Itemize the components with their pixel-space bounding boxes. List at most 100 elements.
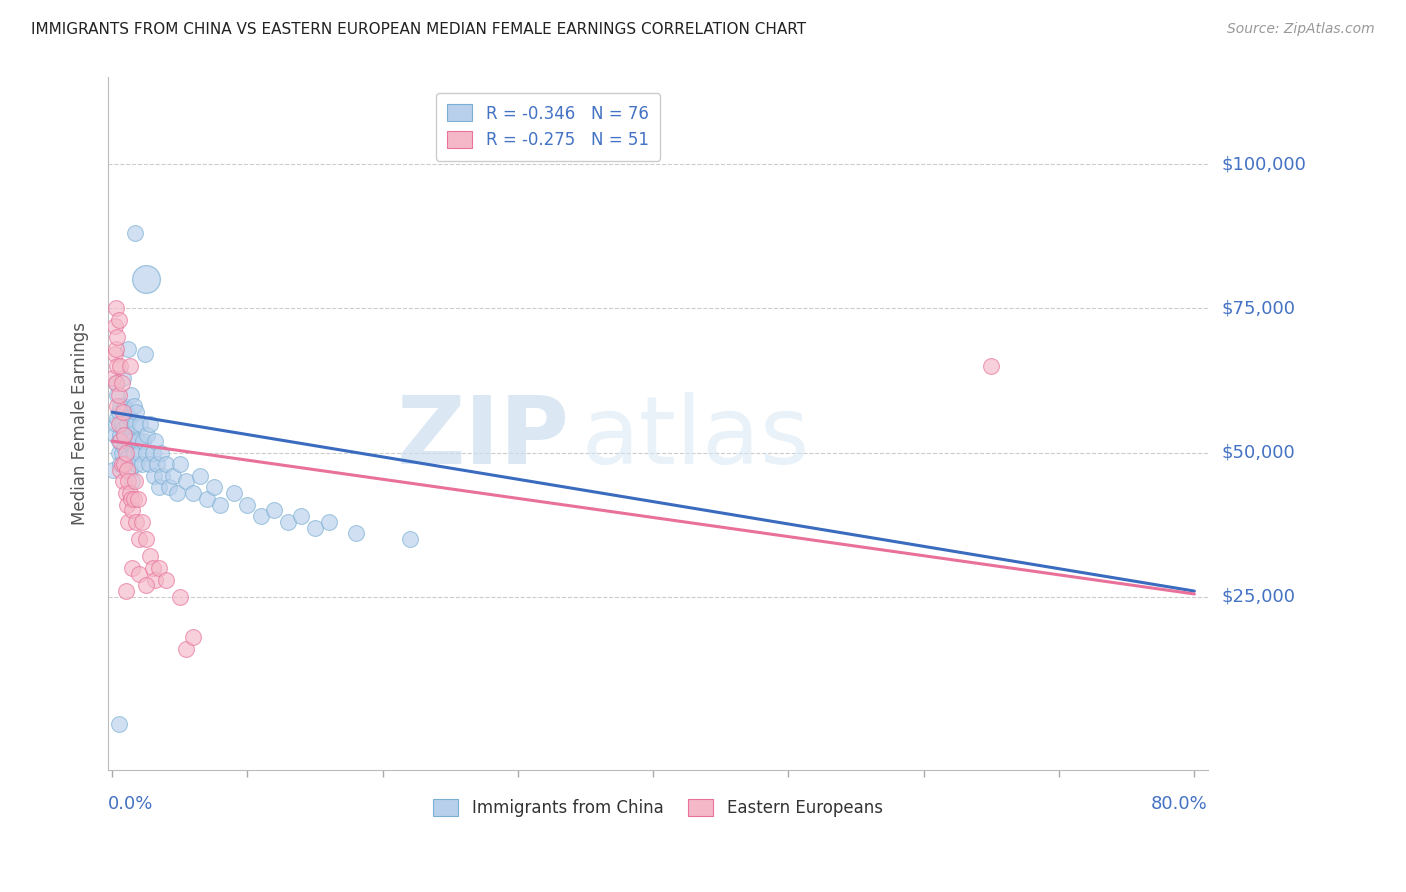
- Point: [121, 434, 143, 448]
- Point: [107, 330, 129, 344]
- Point: [114, 486, 136, 500]
- Point: [129, 417, 152, 431]
- Point: [181, 630, 204, 644]
- Point: [117, 434, 139, 448]
- Point: [139, 417, 162, 431]
- Point: [236, 498, 259, 512]
- Point: [131, 457, 153, 471]
- Point: [108, 359, 131, 373]
- Point: [115, 498, 138, 512]
- Text: atlas: atlas: [581, 392, 810, 483]
- Point: [155, 457, 177, 471]
- Point: [143, 468, 166, 483]
- Point: [114, 584, 136, 599]
- Point: [118, 486, 141, 500]
- Point: [108, 400, 131, 414]
- Point: [134, 347, 156, 361]
- Point: [108, 463, 131, 477]
- Point: [117, 475, 139, 489]
- Point: [344, 526, 367, 541]
- Point: [115, 463, 138, 477]
- Point: [105, 376, 128, 391]
- Point: [169, 457, 191, 471]
- Text: 0.0%: 0.0%: [108, 795, 153, 813]
- Point: [148, 480, 170, 494]
- Point: [128, 445, 150, 459]
- Point: [114, 428, 136, 442]
- Point: [122, 491, 145, 506]
- Point: [111, 370, 134, 384]
- Point: [304, 520, 326, 534]
- Point: [263, 503, 285, 517]
- Point: [135, 272, 157, 286]
- Point: [150, 468, 173, 483]
- Point: [103, 370, 125, 384]
- Point: [277, 515, 299, 529]
- Point: [111, 475, 134, 489]
- Point: [103, 463, 125, 477]
- Point: [166, 486, 188, 500]
- Point: [138, 457, 160, 471]
- Point: [169, 590, 191, 604]
- Point: [120, 388, 142, 402]
- Point: [176, 475, 198, 489]
- Point: [108, 388, 131, 402]
- Point: [115, 417, 138, 431]
- Text: ZIP: ZIP: [396, 392, 569, 483]
- Point: [132, 434, 155, 448]
- Point: [128, 566, 150, 581]
- Point: [142, 445, 165, 459]
- Point: [104, 318, 127, 333]
- Point: [108, 313, 131, 327]
- Point: [127, 491, 149, 506]
- Text: 80.0%: 80.0%: [1152, 795, 1208, 813]
- Text: $100,000: $100,000: [1222, 155, 1306, 173]
- Point: [980, 359, 1002, 373]
- Point: [398, 532, 420, 546]
- Point: [115, 451, 138, 466]
- Point: [139, 549, 162, 564]
- Point: [104, 347, 127, 361]
- Point: [118, 463, 141, 477]
- Point: [114, 405, 136, 419]
- Point: [122, 445, 145, 459]
- Point: [124, 475, 146, 489]
- Point: [142, 561, 165, 575]
- Point: [112, 457, 135, 471]
- Point: [108, 457, 131, 471]
- Point: [108, 445, 131, 459]
- Point: [209, 498, 232, 512]
- Point: [176, 641, 198, 656]
- Point: [107, 388, 129, 402]
- Point: [135, 532, 157, 546]
- Point: [107, 411, 129, 425]
- Point: [143, 573, 166, 587]
- Point: [121, 503, 143, 517]
- Point: [318, 515, 340, 529]
- Point: [117, 342, 139, 356]
- Point: [110, 417, 132, 431]
- Point: [104, 428, 127, 442]
- Point: [108, 716, 131, 731]
- Point: [105, 301, 128, 316]
- Text: $25,000: $25,000: [1222, 588, 1296, 606]
- Point: [108, 417, 131, 431]
- Point: [120, 491, 142, 506]
- Point: [195, 491, 218, 506]
- Text: IMMIGRANTS FROM CHINA VS EASTERN EUROPEAN MEDIAN FEMALE EARNINGS CORRELATION CHA: IMMIGRANTS FROM CHINA VS EASTERN EUROPEA…: [31, 22, 806, 37]
- Text: $75,000: $75,000: [1222, 300, 1296, 318]
- Point: [121, 561, 143, 575]
- Point: [222, 486, 245, 500]
- Point: [118, 359, 141, 373]
- Point: [135, 578, 157, 592]
- Point: [135, 445, 157, 459]
- Point: [145, 457, 167, 471]
- Point: [114, 445, 136, 459]
- Point: [112, 440, 135, 454]
- Point: [202, 480, 225, 494]
- Point: [107, 359, 129, 373]
- Point: [125, 515, 148, 529]
- Point: [155, 573, 177, 587]
- Point: [157, 480, 180, 494]
- Point: [143, 434, 166, 448]
